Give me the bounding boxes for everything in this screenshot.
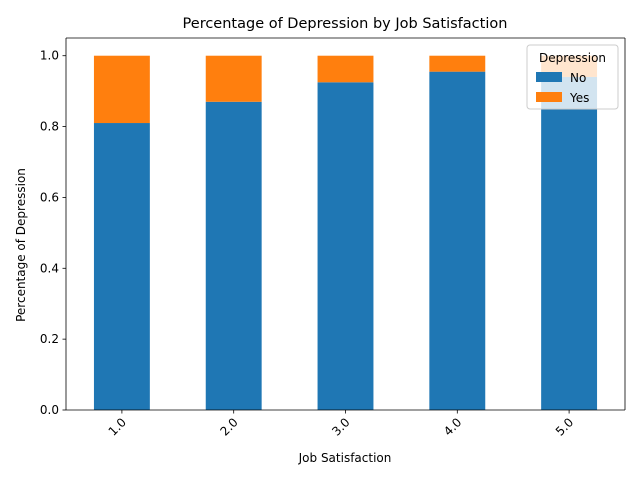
y-tick-label: 0.0 [40, 403, 59, 417]
legend-title: Depression [539, 51, 606, 65]
y-tick-label: 1.0 [40, 49, 59, 63]
y-tick-label: 0.4 [40, 261, 59, 275]
bar-no-3.0 [317, 82, 374, 411]
bar-yes-4.0 [429, 55, 486, 72]
bar-yes-2.0 [205, 55, 262, 102]
x-tick-label: 2.0 [217, 415, 240, 438]
y-tick-label: 0.6 [40, 190, 59, 204]
x-axis-label: Job Satisfaction [298, 451, 392, 465]
bar-no-2.0 [205, 101, 262, 411]
x-tick-label: 5.0 [553, 415, 576, 438]
x-tick-label: 3.0 [329, 415, 352, 438]
bar-no-1.0 [93, 123, 150, 411]
y-tick-label: 0.2 [40, 332, 59, 346]
plot-area [93, 55, 598, 411]
x-tick-label: 1.0 [106, 415, 129, 438]
legend-swatch-yes [536, 92, 562, 102]
legend-swatch-no [536, 72, 562, 82]
legend: Depression No Yes [526, 44, 619, 110]
legend-label-no: No [570, 71, 586, 85]
y-axis: 0.0 0.2 0.4 0.6 0.8 1.0 [40, 38, 626, 417]
y-axis-label: Percentage of Depression [14, 168, 28, 322]
bar-yes-3.0 [317, 55, 374, 83]
chart-title: Percentage of Depression by Job Satisfac… [183, 16, 508, 32]
x-tick-label: 4.0 [441, 415, 464, 438]
legend-label-yes: Yes [569, 91, 589, 105]
bar-no-5.0 [541, 76, 598, 410]
bar-no-4.0 [429, 71, 486, 411]
y-tick-label: 0.8 [40, 120, 59, 134]
bar-yes-1.0 [93, 55, 150, 124]
